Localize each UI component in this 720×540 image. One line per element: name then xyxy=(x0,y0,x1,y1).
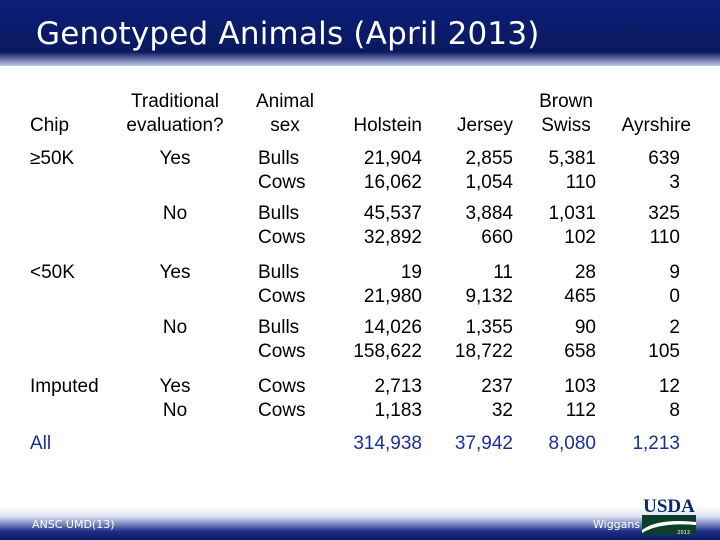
row-traditional: No xyxy=(162,400,188,421)
holstein-value: 14,026 xyxy=(363,317,422,338)
brown-swiss-value: 465 xyxy=(564,286,596,307)
usda-logo-box xyxy=(642,515,696,535)
row-traditional: Yes xyxy=(159,376,191,397)
brown-swiss-value: 110 xyxy=(565,172,596,193)
usda-logo-text: USDA xyxy=(643,496,695,517)
row-traditional: No xyxy=(162,317,188,338)
row-sex: Cows xyxy=(258,227,306,248)
row-chip: Imputed xyxy=(30,376,99,397)
holstein-value: 16,062 xyxy=(363,172,422,193)
footer-bar xyxy=(0,506,720,540)
ayrshire-value: 12 xyxy=(658,376,680,397)
header-ayrshire: Ayrshire xyxy=(621,115,691,136)
footer-course-label: ANSC UMD(13) xyxy=(32,518,115,531)
brown-swiss-value: 102 xyxy=(564,227,596,248)
header-traditional-line1: Traditional xyxy=(130,91,219,112)
usda-logo-icon: USDA 2013 xyxy=(642,496,696,536)
jersey-value: 18,722 xyxy=(454,341,513,362)
total-brown-swiss: 8,080 xyxy=(548,433,596,454)
ayrshire-value: 110 xyxy=(649,227,680,248)
header-brown-swiss-line1: Brown xyxy=(539,91,593,112)
jersey-value: 2,855 xyxy=(465,148,513,169)
header-brown-swiss-line2: Swiss xyxy=(541,115,591,136)
brown-swiss-value: 28 xyxy=(574,262,596,283)
row-chip: <50K xyxy=(30,262,75,283)
header-jersey: Jersey xyxy=(457,115,513,136)
holstein-value: 2,713 xyxy=(374,376,422,397)
row-sex: Cows xyxy=(258,376,306,397)
brown-swiss-value: 103 xyxy=(564,376,596,397)
header-traditional-line2: evaluation? xyxy=(126,115,224,136)
row-sex: Cows xyxy=(258,400,306,421)
jersey-value: 1,054 xyxy=(465,172,513,193)
jersey-value: 9,132 xyxy=(465,286,513,307)
jersey-value: 237 xyxy=(481,376,513,397)
row-sex: Cows xyxy=(258,172,306,193)
row-traditional: Yes xyxy=(159,262,191,283)
title-bar: Genotyped Animals (April 2013) xyxy=(0,0,720,66)
brown-swiss-value: 112 xyxy=(565,400,596,421)
holstein-value: 21,980 xyxy=(363,286,422,307)
ayrshire-value: 639 xyxy=(648,148,680,169)
row-sex: Bulls xyxy=(258,203,300,224)
ayrshire-value: 0 xyxy=(669,286,680,307)
row-sex: Bulls xyxy=(258,262,300,283)
jersey-value: 1,355 xyxy=(465,317,513,338)
brown-swiss-value: 5,381 xyxy=(548,148,596,169)
holstein-value: 19 xyxy=(400,262,422,283)
jersey-value: 32 xyxy=(491,400,513,421)
header-animal-sex-line1: Animal xyxy=(255,91,315,112)
row-traditional: No xyxy=(162,203,188,224)
holstein-value: 1,183 xyxy=(374,400,422,421)
ayrshire-value: 325 xyxy=(648,203,680,224)
brown-swiss-value: 90 xyxy=(574,317,596,338)
row-chip: ≥50K xyxy=(30,148,75,169)
row-sex: Bulls xyxy=(258,148,300,169)
header-holstein: Holstein xyxy=(353,115,422,136)
slide-title: Genotyped Animals (April 2013) xyxy=(36,16,540,52)
row-sex: Cows xyxy=(258,286,306,307)
ayrshire-value: 9 xyxy=(669,262,680,283)
holstein-value: 158,622 xyxy=(353,341,422,362)
row-sex: Bulls xyxy=(258,317,300,338)
total-holstein: 314,938 xyxy=(353,433,422,454)
ayrshire-value: 3 xyxy=(669,172,680,193)
ayrshire-value: 8 xyxy=(669,400,680,421)
jersey-value: 660 xyxy=(481,227,513,248)
holstein-value: 45,537 xyxy=(363,203,422,224)
jersey-value: 11 xyxy=(493,262,513,283)
row-sex: Cows xyxy=(258,341,306,362)
usda-logo-swoosh xyxy=(642,521,696,533)
jersey-value: 3,884 xyxy=(465,203,513,224)
holstein-value: 32,892 xyxy=(363,227,422,248)
total-ayrshire: 1,213 xyxy=(632,433,680,454)
ayrshire-value: 105 xyxy=(648,341,680,362)
total-label: All xyxy=(30,433,52,454)
row-traditional: Yes xyxy=(159,148,191,169)
holstein-value: 21,904 xyxy=(363,148,422,169)
header-chip: Chip xyxy=(30,115,70,136)
header-animal-sex-line2: sex xyxy=(270,115,300,136)
usda-logo-year: 2013 xyxy=(677,530,690,536)
brown-swiss-value: 658 xyxy=(564,341,596,362)
title-bar-glow xyxy=(0,52,720,66)
ayrshire-value: 2 xyxy=(669,317,680,338)
brown-swiss-value: 1,031 xyxy=(548,203,596,224)
footer-author: Wiggans xyxy=(593,518,641,531)
total-jersey: 37,942 xyxy=(454,433,513,454)
